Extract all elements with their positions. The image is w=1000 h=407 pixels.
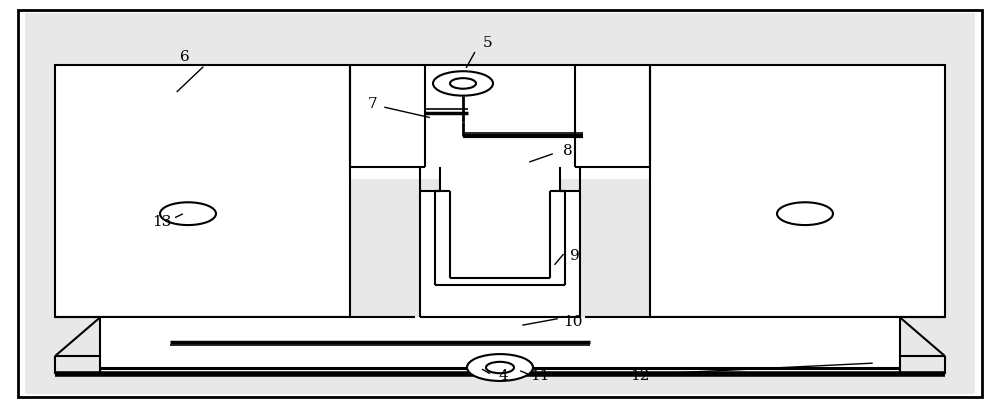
Text: 13: 13 xyxy=(152,215,172,229)
Text: 7: 7 xyxy=(368,97,378,111)
Circle shape xyxy=(467,354,533,381)
Text: 5: 5 xyxy=(483,36,493,50)
Bar xyxy=(101,317,899,374)
Circle shape xyxy=(160,202,216,225)
Bar xyxy=(650,65,945,317)
Bar xyxy=(352,66,423,166)
Bar xyxy=(55,65,350,317)
Bar xyxy=(441,167,559,191)
Circle shape xyxy=(486,362,514,373)
Circle shape xyxy=(777,202,833,225)
Text: 4: 4 xyxy=(498,370,508,383)
Text: 9: 9 xyxy=(570,249,580,263)
Circle shape xyxy=(450,78,476,89)
Bar xyxy=(350,65,650,179)
Text: 10: 10 xyxy=(563,315,583,328)
Circle shape xyxy=(433,71,493,96)
Text: 11: 11 xyxy=(530,370,550,383)
Text: 6: 6 xyxy=(180,50,190,64)
Bar xyxy=(451,191,549,278)
Text: 8: 8 xyxy=(563,144,573,158)
Bar xyxy=(577,66,648,166)
Bar xyxy=(421,191,579,317)
Text: 12: 12 xyxy=(630,370,650,383)
